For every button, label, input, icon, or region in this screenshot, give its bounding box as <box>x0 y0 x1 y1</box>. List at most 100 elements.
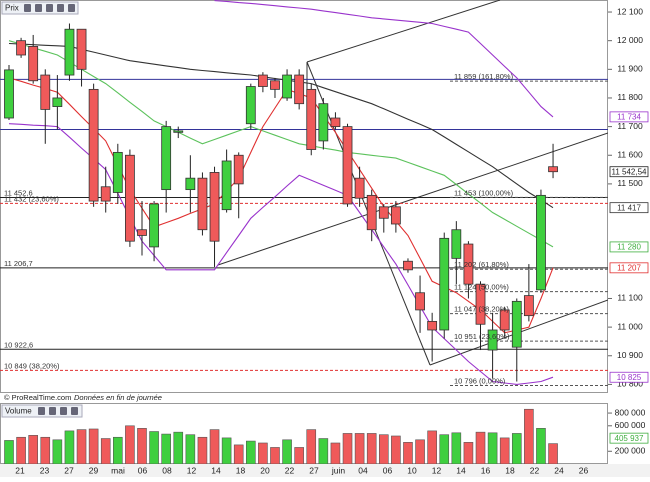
level-label: 11 453 (100,00%) <box>454 188 514 197</box>
volume-bar <box>354 433 365 464</box>
volume-bar <box>306 429 317 464</box>
y-tick-label: 11 000 <box>617 321 643 331</box>
volume-bar <box>113 436 123 464</box>
candle-body <box>40 74 51 110</box>
candle-body <box>125 154 135 242</box>
note: Données en fin de journée <box>74 393 162 402</box>
x-tick-label: 27 <box>64 465 74 475</box>
panel-title: Volume <box>5 407 32 416</box>
volume-bar <box>137 428 147 464</box>
toolbar-icons[interactable] <box>24 4 75 12</box>
panel-title: Prix <box>5 4 19 13</box>
volume-bar <box>149 431 159 464</box>
x-tick-label: 04 <box>358 465 368 475</box>
indicator-line <box>8 123 554 385</box>
level-label: 10 796 (0,00%) <box>454 377 506 386</box>
volume-bar <box>125 425 135 464</box>
volume-bar <box>4 440 14 464</box>
volume-bar <box>536 428 546 464</box>
volume-bar <box>427 430 437 464</box>
candle-body <box>76 28 87 70</box>
x-tick-label: 10 <box>407 465 417 475</box>
x-tick-label: 12 <box>187 465 197 475</box>
candle-body <box>403 260 413 271</box>
candle-body <box>499 309 510 331</box>
y-tick-label: 11 600 <box>617 150 643 160</box>
candle-body <box>185 177 196 191</box>
candle-body <box>28 46 39 82</box>
volume-bar <box>318 438 329 464</box>
candle-body <box>366 194 377 231</box>
x-tick-label: mai <box>111 465 125 475</box>
y-tick-label: 12 100 <box>617 6 643 16</box>
volume-bar <box>52 439 63 464</box>
y-tick-label: 11 800 <box>617 92 643 102</box>
x-tick-label: 06 <box>138 465 148 475</box>
candle-body <box>427 320 438 331</box>
candle-body <box>390 206 401 225</box>
volume-bar <box>463 442 474 464</box>
level-label: 11 859 (161,80%) <box>454 72 514 81</box>
x-tick-label: 08 <box>162 465 172 475</box>
volume-bar <box>403 442 413 464</box>
candle-body <box>354 177 365 199</box>
y-tick-label: 11 500 <box>617 178 643 188</box>
x-tick-label: 16 <box>481 465 491 475</box>
candle-body <box>451 229 462 259</box>
price-tag-label: 11 417 <box>617 203 641 212</box>
candle-body <box>463 243 474 285</box>
candle-body <box>161 126 172 191</box>
indicator-line <box>8 77 554 334</box>
candle-body <box>137 229 147 236</box>
price-tag-label: 11 734 <box>617 112 641 121</box>
level-label: 11 202 (61,80%) <box>454 260 509 269</box>
candle-body <box>245 86 256 125</box>
level-label: 11 124 (50,00%) <box>454 283 509 292</box>
volume-bar <box>391 435 401 464</box>
candle-body <box>548 166 558 173</box>
y-tick-label: 200 000 <box>615 446 646 456</box>
volume-bar <box>173 431 184 464</box>
candle-body <box>475 283 486 325</box>
volume-bar <box>76 429 87 464</box>
price-tag-label: 11 280 <box>617 243 641 252</box>
y-tick-label: 11 900 <box>617 64 643 74</box>
price-tag-label: 10 825 <box>617 373 642 382</box>
candle-body <box>439 237 450 331</box>
y-tick-label: 10 900 <box>617 350 643 360</box>
x-axis-band <box>0 464 650 477</box>
price-tag <box>609 202 649 214</box>
price-tag <box>609 241 649 253</box>
candle-body <box>64 28 75 76</box>
volume-bar <box>294 447 304 464</box>
volume-bar <box>282 439 292 464</box>
price-plot <box>0 0 608 387</box>
x-tick-label: 22 <box>530 465 540 475</box>
volume-bar <box>330 442 341 464</box>
candle-body <box>149 203 159 248</box>
x-tick-label: 18 <box>505 465 515 475</box>
candle-body <box>112 151 123 193</box>
candle-body <box>294 74 305 105</box>
volume-bar <box>64 430 75 464</box>
candle-body <box>221 160 232 211</box>
candle-body <box>523 295 534 317</box>
volume-bar <box>88 428 99 464</box>
toolbar-icons[interactable] <box>38 407 78 415</box>
y-tick-label: 600 000 <box>615 420 646 430</box>
price-tag <box>609 166 649 178</box>
price-tag-label: 11 207 <box>617 263 641 272</box>
x-tick-label: 20 <box>260 465 270 475</box>
candle-body <box>282 74 292 99</box>
candle-body <box>197 177 208 231</box>
candle-body <box>330 117 341 128</box>
level-label: 11 206,7 <box>4 259 33 268</box>
x-tick-label: 14 <box>456 465 466 475</box>
volume-bar <box>524 408 534 464</box>
candle-body <box>342 126 353 205</box>
volume-bar <box>499 437 510 464</box>
candle-body <box>4 69 14 119</box>
x-tick-label: juin <box>331 465 346 475</box>
